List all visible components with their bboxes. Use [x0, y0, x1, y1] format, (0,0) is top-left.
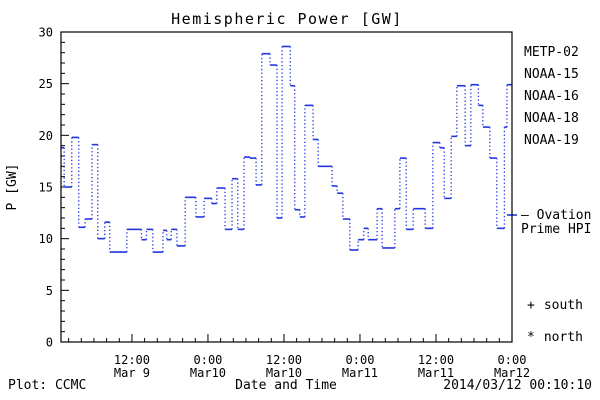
y-tick-label: 25 [39, 77, 53, 91]
x-axis-label: Date and Time [235, 378, 337, 393]
x-tick-date-label: Mar12 [494, 366, 530, 380]
y-axis-label: P [GW] [5, 164, 20, 211]
hpi-step-series [61, 45, 512, 253]
asterisk-icon: * [527, 330, 535, 345]
y-tick-label: 0 [46, 336, 53, 350]
x-tick-time-label: 0:00 [346, 353, 375, 367]
x-tick-date-label: Mar10 [266, 366, 302, 380]
ovation-label-line2: Prime HPI [521, 222, 591, 237]
y-tick-label: 30 [39, 26, 53, 40]
legend-item-noaa19: NOAA-19 [524, 133, 579, 148]
chart-title: Hemispheric Power [GW] [171, 10, 403, 28]
x-tick-date-label: Mar 9 [114, 366, 150, 380]
x-tick-date-label: Mar11 [418, 366, 454, 380]
legend-item-noaa16: NOAA-16 [524, 89, 579, 104]
legend-item-noaa18: NOAA-18 [524, 111, 579, 126]
x-tick-time-label: 12:00 [114, 353, 150, 367]
y-tick-label: 10 [39, 232, 53, 246]
legend-ovation: — Ovation Prime HPI [507, 208, 591, 237]
x-tick-date-label: Mar10 [190, 366, 226, 380]
ovation-label-line1: — Ovation [521, 208, 591, 223]
plus-icon: + [527, 298, 535, 313]
footer-timestamp: 2014/03/12 00:10:10 [443, 378, 592, 393]
x-tick-time-label: 12:00 [418, 353, 454, 367]
y-tick-label: 5 [46, 284, 53, 298]
y-tick-label: 15 [39, 181, 53, 195]
x-tick-date-label: Mar11 [342, 366, 378, 380]
x-tick-time-label: 12:00 [266, 353, 302, 367]
north-marker-label: * north [527, 330, 583, 345]
legend-item-metp02: METP-02 [524, 45, 579, 60]
south-marker-label: + south [527, 298, 583, 313]
footer-plot-source: Plot: CCMC [8, 378, 86, 393]
legend-satellites: METP-02 NOAA-15 NOAA-16 NOAA-18 NOAA-19 [524, 45, 579, 148]
x-tick-time-label: 0:00 [498, 353, 527, 367]
legend-item-noaa15: NOAA-15 [524, 67, 579, 82]
x-tick-time-label: 0:00 [194, 353, 223, 367]
plot-border [60, 31, 513, 343]
y-tick-label: 20 [39, 129, 53, 143]
